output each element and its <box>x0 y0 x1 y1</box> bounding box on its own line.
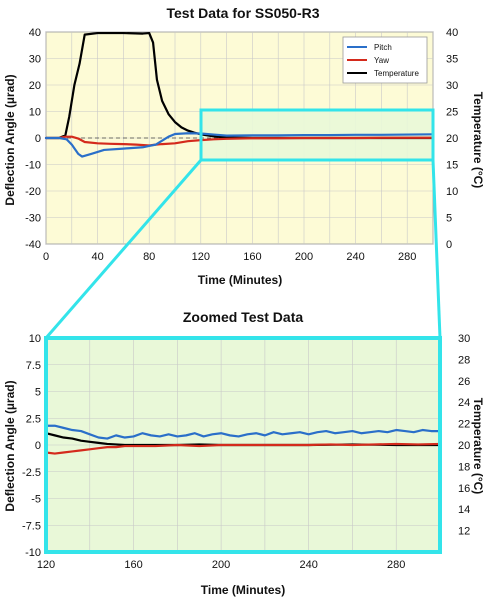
zoom-y2-tick-label: 14 <box>458 504 470 516</box>
zoom-chart-title: Zoomed Test Data <box>183 309 304 325</box>
main-chart-title: Test Data for SS050-R3 <box>166 5 319 21</box>
main-y2-tick-label: 0 <box>446 239 452 251</box>
zoom-series-line-yaw <box>44 442 442 455</box>
main-x-tick-label: 120 <box>192 251 210 263</box>
zoom-y2-tick-label: 26 <box>458 376 470 388</box>
main-x-tick-label: 160 <box>243 251 261 263</box>
zoom-y2-tick-label: 18 <box>458 461 470 473</box>
zoom-y-tick-label: -5 <box>31 494 41 506</box>
zoom-y-tick-label: -10 <box>25 547 41 559</box>
main-series-line-pitch <box>44 132 435 158</box>
main-y2-tick-label: 40 <box>446 27 458 39</box>
zoom-y-tick-label: 10 <box>29 333 41 345</box>
zoom-y2-tick-label: 16 <box>458 483 470 495</box>
zoom-series-line-pitch <box>44 424 442 440</box>
main-x-ticks: 0 40 80 120 160 200 240 280 <box>43 251 416 263</box>
main-chart: Test Data for SS050-R3 0 40 80 120 160 200 240… <box>3 5 485 287</box>
main-y-tick-label: 40 <box>29 27 41 39</box>
zoom-x-tick-label: 240 <box>299 559 317 571</box>
legend-label-pitch: Pitch <box>374 43 392 52</box>
main-series-line-yaw <box>44 135 435 147</box>
zoom-plot-border <box>44 336 442 554</box>
main-y2-tick-label: 5 <box>446 213 452 225</box>
zoom-y2-ticks: 12 14 16 18 20 22 24 26 28 30 <box>458 333 470 538</box>
main-y2-tick-label: 30 <box>446 80 458 92</box>
zoom-y-ticks: -10 -7.5 -5 -2.5 0 2.5 5 7.5 10 <box>22 333 41 559</box>
main-x-axis-label: Time (Minutes) <box>198 273 282 287</box>
main-y-tick-label: -30 <box>25 213 41 225</box>
zoom-y2-tick-label: 20 <box>458 440 470 452</box>
legend-label-yaw: Yaw <box>374 56 389 65</box>
zoom-connector-left <box>44 159 203 339</box>
main-y-tick-label: 10 <box>29 107 41 119</box>
main-y2-tick-label: 25 <box>446 107 458 119</box>
zoom-y-tick-label: -2.5 <box>22 467 41 479</box>
zoom-y2-axis-label: Temperature (°C) <box>471 398 485 495</box>
zoom-y2-tick-label: 30 <box>458 333 470 345</box>
main-x-tick-label: 0 <box>43 251 49 263</box>
main-y2-tick-label: 15 <box>446 160 458 172</box>
main-y-tick-label: -20 <box>25 186 41 198</box>
main-y-tick-label: -40 <box>25 239 41 251</box>
main-series <box>44 31 435 158</box>
zoom-x-ticks: 120 160 200 240 280 <box>37 559 406 571</box>
main-y-axis-label: Deflection Angle (µrad) <box>3 74 17 205</box>
zoom-y2-tick-label: 24 <box>458 397 470 409</box>
zoom-chart: Zoomed Test Data 120 160 200 240 280 -10-7.5… <box>3 309 485 597</box>
main-x-tick-label: 40 <box>91 251 103 263</box>
zoom-x-tick-label: 280 <box>387 559 405 571</box>
main-y2-axis-label: Temperature (°C) <box>471 92 485 189</box>
zoom-x-tick-label: 160 <box>124 559 142 571</box>
main-x-tick-label: 280 <box>398 251 416 263</box>
zoom-y-tick-label: 2.5 <box>26 413 41 425</box>
zoom-y-tick-label: -7.5 <box>22 520 41 532</box>
main-y-tick-label: 30 <box>29 54 41 66</box>
main-y2-tick-label: 35 <box>446 54 458 66</box>
zoom-region-outline <box>199 108 435 162</box>
legend-label-temperature: Temperature <box>374 69 419 78</box>
zoom-y-tick-label: 5 <box>35 387 41 399</box>
main-y-tick-label: 20 <box>29 80 41 92</box>
zoom-x-axis-label: Time (Minutes) <box>201 583 285 597</box>
zoom-series <box>44 424 442 455</box>
zoom-y-tick-label: 0 <box>35 440 41 452</box>
main-y-tick-label: 0 <box>35 133 41 145</box>
legend: Pitch Yaw Temperature <box>342 36 428 84</box>
main-y-ticks: -40 -30 -20 -10 0 10 20 30 40 <box>25 27 41 251</box>
zoom-x-tick-label: 200 <box>212 559 230 571</box>
main-x-tick-label: 240 <box>346 251 364 263</box>
zoom-y2-tick-label: 28 <box>458 354 470 366</box>
zoom-y-axis-label: Deflection Angle (µrad) <box>3 380 17 511</box>
zoom-y2-tick-label: 22 <box>458 419 470 431</box>
main-y2-ticks: 0 5 10 15 20 25 30 35 40 <box>446 27 458 251</box>
main-y2-tick-label: 10 <box>446 186 458 198</box>
zoom-x-tick-label: 120 <box>37 559 55 571</box>
zoom-y-tick-label: 7.5 <box>26 360 41 372</box>
main-y2-tick-label: 20 <box>446 133 458 145</box>
main-y-tick-label: -10 <box>25 160 41 172</box>
main-x-tick-label: 200 <box>295 251 313 263</box>
zoom-connector-right <box>431 159 442 339</box>
zoom-y2-tick-label: 12 <box>458 526 470 538</box>
main-x-tick-label: 80 <box>143 251 155 263</box>
